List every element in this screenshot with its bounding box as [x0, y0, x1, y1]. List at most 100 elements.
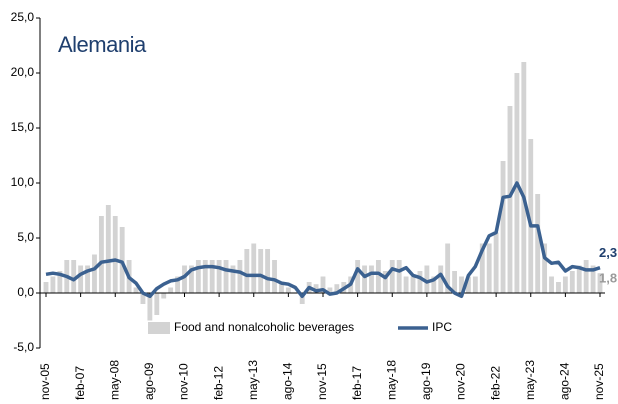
x-tick-label: may-13: [246, 360, 260, 400]
x-tick-label: ago-24: [558, 362, 572, 400]
bar: [500, 161, 506, 293]
bar: [230, 265, 236, 293]
bar: [216, 260, 222, 293]
x-tick-label: feb-12: [211, 366, 225, 400]
bar: [133, 287, 139, 293]
x-tick-label: may-23: [523, 360, 537, 400]
bar: [320, 276, 326, 293]
bar: [403, 276, 409, 293]
bar: [168, 287, 174, 293]
bar: [119, 227, 125, 293]
y-tick-label: -5,0: [13, 340, 34, 354]
chart-title: Alemania: [58, 32, 147, 57]
bar: [154, 293, 160, 315]
bar: [417, 271, 423, 293]
bar: [396, 260, 402, 293]
bar: [71, 260, 77, 293]
bar: [382, 271, 388, 293]
bar: [334, 284, 340, 293]
bar: [445, 243, 451, 293]
bar: [542, 243, 548, 293]
bar: [355, 260, 361, 293]
bar: [362, 265, 367, 293]
bar: [369, 265, 374, 293]
legend-label: Food and nonalcoholic beverages: [174, 320, 354, 334]
x-tick-label: feb-22: [488, 366, 502, 400]
bar: [389, 260, 395, 293]
bar: [438, 265, 444, 293]
bar: [327, 287, 333, 293]
x-tick-label: nov-10: [177, 363, 191, 400]
x-tick-label: nov-15: [315, 363, 329, 400]
y-tick-label: 10,0: [11, 175, 35, 189]
bar: [466, 276, 471, 293]
bar: [410, 276, 416, 293]
bar: [57, 271, 63, 293]
bar: [223, 260, 229, 293]
y-tick-label: 5,0: [17, 230, 34, 244]
bar: [147, 293, 153, 321]
bar: [279, 282, 284, 293]
bar: [140, 293, 146, 304]
end-label: 2,3: [599, 245, 617, 260]
bar: [452, 271, 457, 293]
bar: [562, 276, 568, 293]
bar: [202, 260, 208, 293]
y-tick-label: 15,0: [11, 120, 35, 134]
bar: [528, 139, 534, 293]
bar: [189, 265, 194, 293]
bar: [105, 205, 111, 293]
bar: [459, 276, 464, 293]
x-tick-label: nov-20: [454, 363, 468, 400]
bar: [92, 254, 97, 293]
bar: [507, 106, 513, 293]
bar: [431, 276, 437, 293]
y-tick-label: 25,0: [11, 10, 35, 24]
y-tick-label: 0,0: [17, 285, 34, 299]
end-label: 1,8: [599, 271, 617, 286]
bar: [535, 194, 541, 293]
bar: [258, 249, 264, 293]
bar: [85, 265, 90, 293]
bar: [50, 276, 56, 293]
bar: [265, 249, 271, 293]
bar: [175, 276, 180, 293]
x-tick-label: nov-05: [38, 363, 52, 400]
bar: [556, 282, 561, 293]
legend-swatch: [148, 322, 170, 334]
bar: [272, 260, 277, 293]
bar: [375, 260, 381, 293]
bar: [182, 265, 187, 293]
x-tick-label: ago-14: [281, 362, 295, 400]
bar: [98, 216, 104, 293]
bar: [244, 249, 250, 293]
bar: [43, 282, 49, 293]
legend-label: IPC: [432, 320, 452, 334]
x-tick-label: ago-09: [142, 362, 156, 400]
x-tick-label: feb-07: [73, 366, 87, 400]
bar: [486, 243, 492, 293]
bar: [597, 273, 603, 293]
bar: [237, 260, 243, 293]
bar: [549, 276, 554, 293]
bar: [195, 260, 201, 293]
bar: [313, 284, 319, 293]
x-tick-label: may-18: [384, 360, 398, 400]
bar: [78, 265, 84, 293]
bar: [251, 243, 257, 293]
bar: [299, 293, 305, 304]
line: [45, 181, 601, 299]
bar: [583, 260, 589, 293]
bar: [521, 62, 527, 293]
bar: [569, 271, 575, 293]
bar: [209, 260, 215, 293]
x-tick-label: feb-17: [350, 366, 364, 400]
bar: [493, 232, 499, 293]
bar: [472, 276, 478, 293]
bar: [479, 243, 485, 293]
x-tick-label: nov-25: [592, 363, 606, 400]
bar: [590, 265, 596, 293]
bar: [576, 265, 582, 293]
x-tick-label: may-08: [107, 360, 121, 400]
